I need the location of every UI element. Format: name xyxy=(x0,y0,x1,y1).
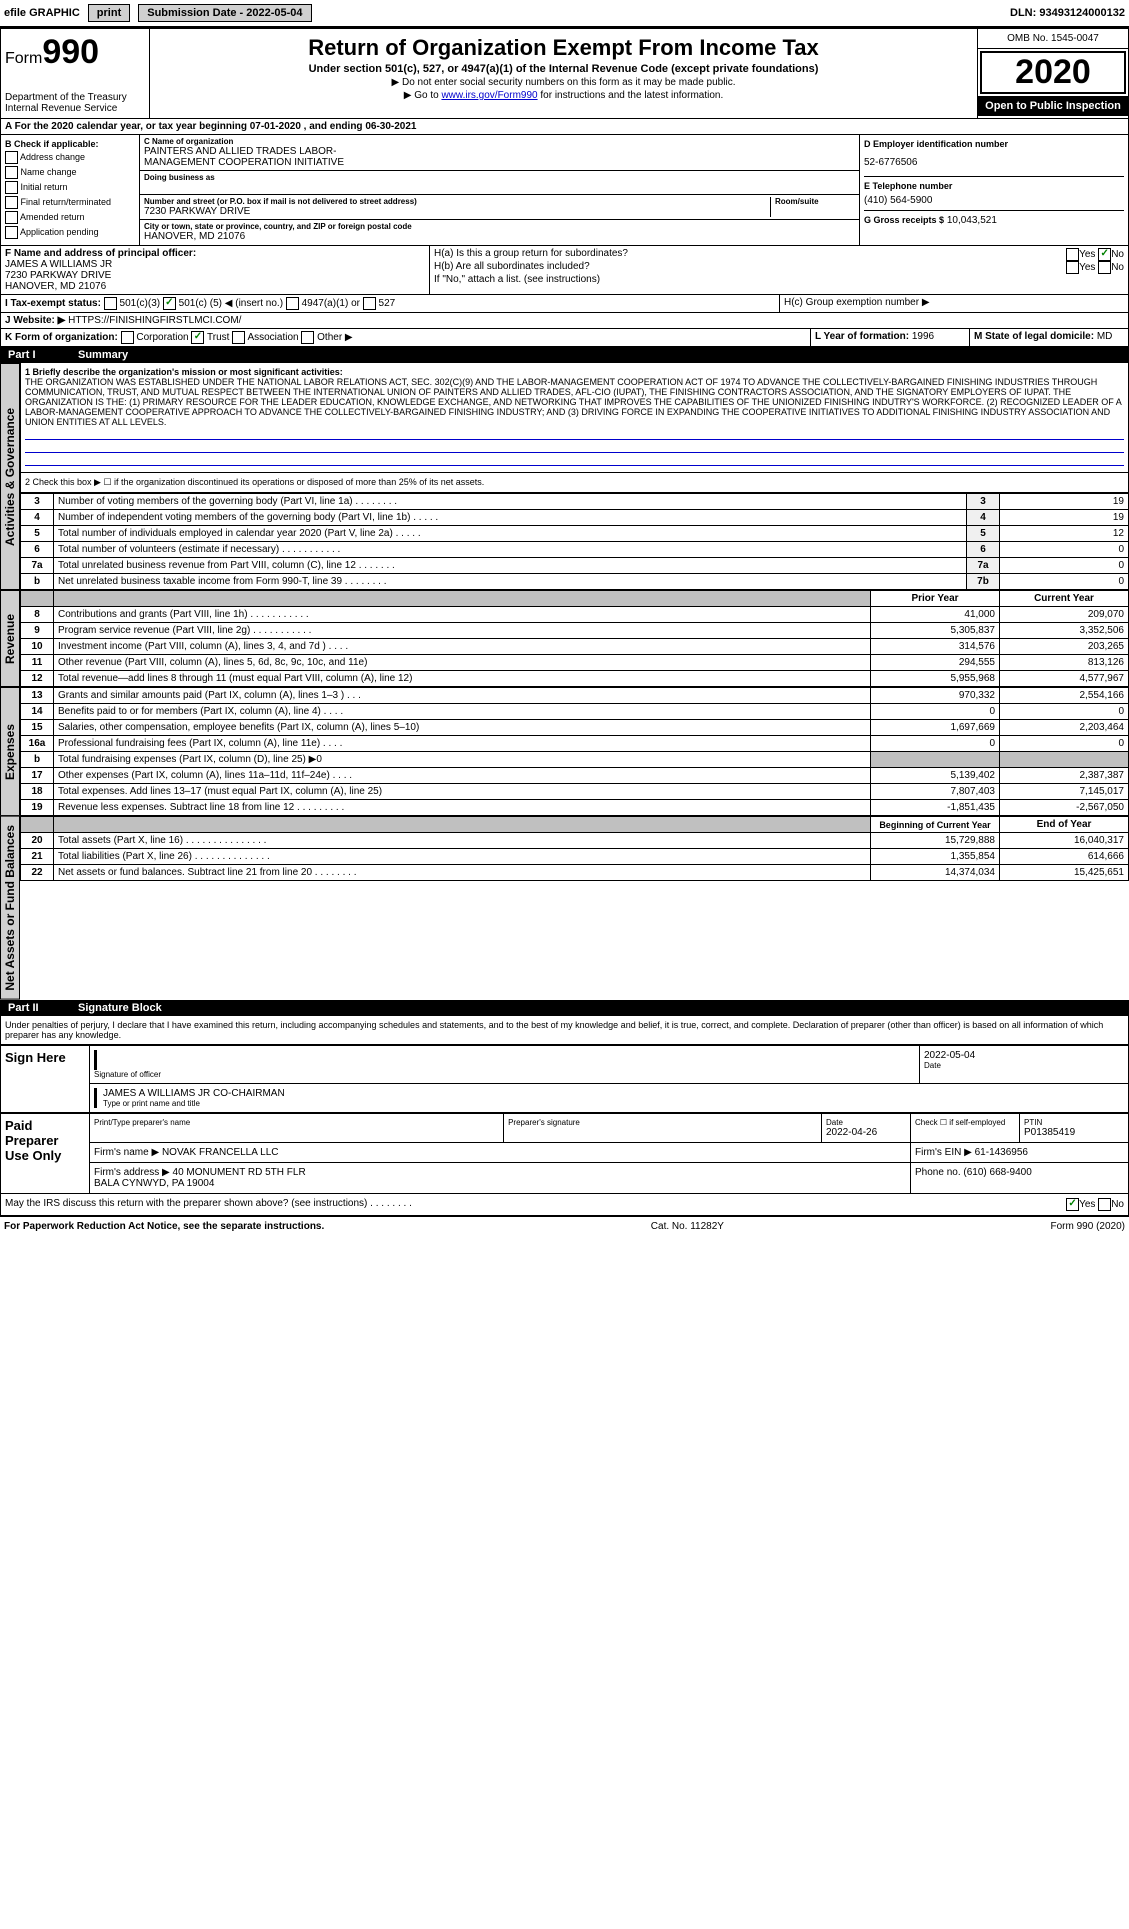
top-bar: efile GRAPHIC print Submission Date - 20… xyxy=(0,0,1129,28)
officer-name: JAMES A WILLIAMS JR xyxy=(5,259,425,270)
check-amended[interactable]: Amended return xyxy=(5,211,135,224)
table-row: 6Total number of volunteers (estimate if… xyxy=(21,542,1129,558)
line2-checkbox: 2 Check this box ▶ ☐ if the organization… xyxy=(25,477,1124,488)
form-title: Return of Organization Exempt From Incom… xyxy=(154,35,973,61)
omb-number: OMB No. 1545-0047 xyxy=(978,29,1128,49)
table-row: 16aProfessional fundraising fees (Part I… xyxy=(21,736,1129,752)
check-initial[interactable]: Initial return xyxy=(5,181,135,194)
row-k-l-m: K Form of organization: Corporation Trus… xyxy=(0,329,1129,347)
section-b-row: B Check if applicable: Address change Na… xyxy=(0,135,1129,246)
firm-phone: (610) 668-9400 xyxy=(963,1167,1031,1178)
table-row: 11Other revenue (Part VIII, column (A), … xyxy=(21,655,1129,671)
irs-link[interactable]: www.irs.gov/Form990 xyxy=(441,90,537,101)
part1-header: Part I Summary xyxy=(0,347,1129,363)
dln-text: DLN: 93493124000132 xyxy=(1010,7,1125,19)
firm-name: NOVAK FRANCELLA LLC xyxy=(162,1147,279,1158)
submission-date-button[interactable]: Submission Date - 2022-05-04 xyxy=(138,4,311,22)
activities-section: Activities & Governance 1 Briefly descri… xyxy=(0,363,1129,590)
check-name[interactable]: Name change xyxy=(5,166,135,179)
tax-year: 2020 xyxy=(980,51,1126,94)
table-row: 9Program service revenue (Part VIII, lin… xyxy=(21,623,1129,639)
table-row: 8Contributions and grants (Part VIII, li… xyxy=(21,607,1129,623)
table-row: bNet unrelated business taxable income f… xyxy=(21,574,1129,590)
sidebar-activities: Activities & Governance xyxy=(0,363,20,590)
org-address: 7230 PARKWAY DRIVE xyxy=(144,206,770,217)
table-row: 14Benefits paid to or for members (Part … xyxy=(21,704,1129,720)
declaration-text: Under penalties of perjury, I declare th… xyxy=(0,1016,1129,1045)
form-subtitle: Under section 501(c), 527, or 4947(a)(1)… xyxy=(154,63,973,75)
table-row: 17Other expenses (Part IX, column (A), l… xyxy=(21,768,1129,784)
part2-header: Part II Signature Block xyxy=(0,1000,1129,1016)
sign-date: 2022-05-04 xyxy=(924,1050,1124,1061)
footer: For Paperwork Reduction Act Notice, see … xyxy=(0,1216,1129,1236)
table-row: 18Total expenses. Add lines 13–17 (must … xyxy=(21,784,1129,800)
table-row: bTotal fundraising expenses (Part IX, co… xyxy=(21,752,1129,768)
row-f-h: F Name and address of principal officer:… xyxy=(0,246,1129,295)
org-name: PAINTERS AND ALLIED TRADES LABOR- MANAGE… xyxy=(144,146,855,168)
sidebar-expenses: Expenses xyxy=(0,687,20,816)
sidebar-revenue: Revenue xyxy=(0,590,20,687)
preparer-block: Paid Preparer Use Only Print/Type prepar… xyxy=(0,1113,1129,1194)
check-applicable: B Check if applicable: Address change Na… xyxy=(1,135,140,245)
signature-block: Sign Here Signature of officer 2022-05-0… xyxy=(0,1045,1129,1113)
dba-label: Doing business as xyxy=(144,173,855,182)
prep-date: 2022-04-26 xyxy=(826,1127,906,1138)
table-row: 21Total liabilities (Part X, line 26) . … xyxy=(21,849,1129,865)
row-j: J Website: ▶ HTTPS://FINISHINGFIRSTLMCI.… xyxy=(0,313,1129,329)
phone-value: (410) 564-5900 xyxy=(864,195,1124,206)
table-row: 15Salaries, other compensation, employee… xyxy=(21,720,1129,736)
ptin: P01385419 xyxy=(1024,1127,1124,1138)
sidebar-netassets: Net Assets or Fund Balances xyxy=(0,816,20,1000)
print-button[interactable]: print xyxy=(88,4,130,22)
table-row: 19Revenue less expenses. Subtract line 1… xyxy=(21,800,1129,816)
table-row: 20Total assets (Part X, line 16) . . . .… xyxy=(21,833,1129,849)
open-to-public: Open to Public Inspection xyxy=(978,96,1128,116)
netassets-section: Net Assets or Fund Balances Beginning of… xyxy=(0,816,1129,1000)
ein-value: 52-6776506 xyxy=(864,157,1124,168)
table-row: 12Total revenue—add lines 8 through 11 (… xyxy=(21,671,1129,687)
row-i-j: I Tax-exempt status: 501(c)(3) 501(c) (5… xyxy=(0,295,1129,313)
table-row: 4Number of independent voting members of… xyxy=(21,510,1129,526)
signer-name: JAMES A WILLIAMS JR CO-CHAIRMAN xyxy=(103,1088,1124,1099)
table-row: 3Number of voting members of the governi… xyxy=(21,494,1129,510)
table-row: 7aTotal unrelated business revenue from … xyxy=(21,558,1129,574)
table-row: 5Total number of individuals employed in… xyxy=(21,526,1129,542)
form-number: Form990 xyxy=(5,33,145,72)
note-ssn: ▶ Do not enter social security numbers o… xyxy=(154,77,973,88)
year-formation: 1996 xyxy=(912,331,934,342)
check-address[interactable]: Address change xyxy=(5,151,135,164)
discuss-row: May the IRS discuss this return with the… xyxy=(0,1194,1129,1216)
revenue-section: Revenue Prior Year Current Year 8Contrib… xyxy=(0,590,1129,687)
check-pending[interactable]: Application pending xyxy=(5,226,135,239)
firm-ein: 61-1436956 xyxy=(975,1147,1028,1158)
table-row: 22Net assets or fund balances. Subtract … xyxy=(21,865,1129,881)
table-row: 13Grants and similar amounts paid (Part … xyxy=(21,688,1129,704)
dept-label: Department of the Treasury Internal Reve… xyxy=(5,92,145,114)
room-label: Room/suite xyxy=(775,197,855,206)
efile-label: efile GRAPHIC xyxy=(4,7,80,19)
form-header: Form990 Department of the Treasury Inter… xyxy=(0,28,1129,119)
website-link[interactable]: HTTPS://FINISHINGFIRSTLMCI.COM/ xyxy=(68,315,241,326)
note-link: ▶ Go to www.irs.gov/Form990 for instruct… xyxy=(154,90,973,101)
line-a: A For the 2020 calendar year, or tax yea… xyxy=(0,119,1129,135)
check-final[interactable]: Final return/terminated xyxy=(5,196,135,209)
mission-text: THE ORGANIZATION WAS ESTABLISHED UNDER T… xyxy=(25,377,1124,427)
table-row: 10Investment income (Part VIII, column (… xyxy=(21,639,1129,655)
expenses-section: Expenses 13Grants and similar amounts pa… xyxy=(0,687,1129,816)
gross-receipts: 10,043,521 xyxy=(947,215,997,226)
domicile: MD xyxy=(1097,331,1113,342)
org-city: HANOVER, MD 21076 xyxy=(144,231,855,242)
